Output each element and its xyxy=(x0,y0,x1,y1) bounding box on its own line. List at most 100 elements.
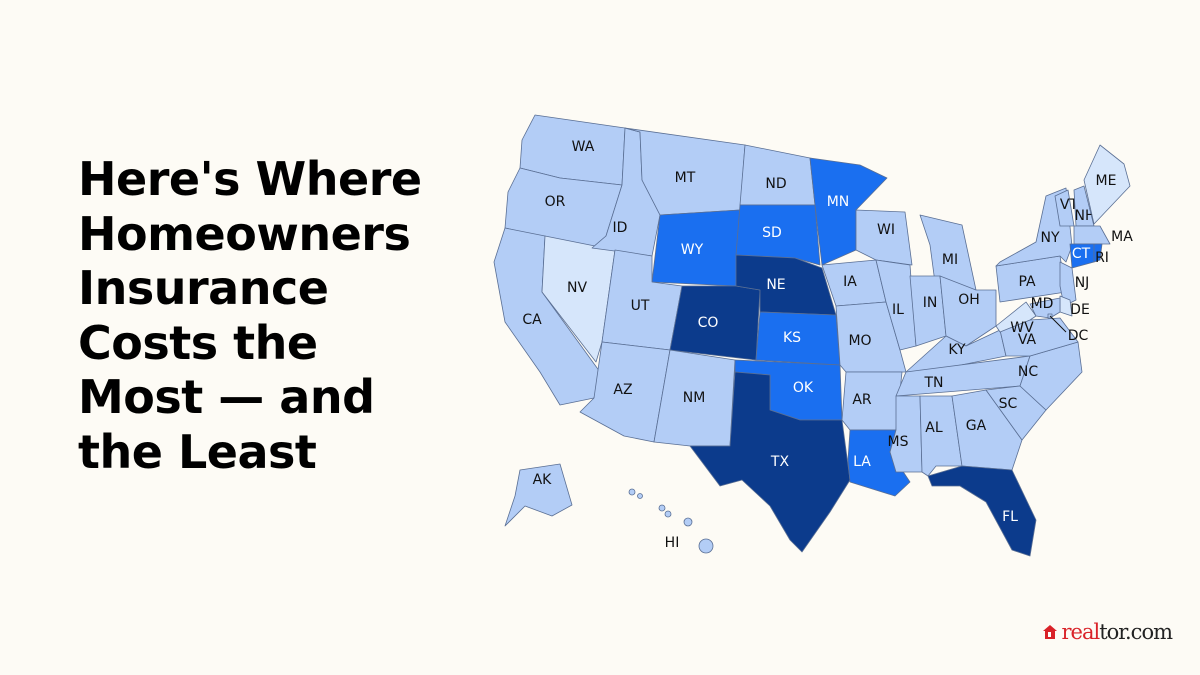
state-label: SD xyxy=(762,225,782,241)
state-md: MD xyxy=(1029,296,1061,319)
realtor-logo: real tor.com xyxy=(1043,620,1173,644)
state-label: KS xyxy=(783,330,801,346)
state-label: MD xyxy=(1031,296,1054,312)
state-label: IA xyxy=(843,274,857,290)
state-shape xyxy=(995,301,1037,333)
state-label: AR xyxy=(852,392,872,408)
state-ri: RI xyxy=(1093,243,1109,266)
state-label: CO xyxy=(698,315,719,331)
headline-line: the Least xyxy=(78,424,317,479)
state-label: VA xyxy=(1018,332,1037,348)
state-ak: AK xyxy=(504,463,573,527)
state-ks: KS xyxy=(755,311,841,366)
state-label: AZ xyxy=(613,382,632,398)
state-label: NE xyxy=(766,277,785,293)
state-label: CT xyxy=(1072,246,1091,262)
state-shape xyxy=(927,465,1037,557)
state-wv: WV xyxy=(995,301,1037,336)
state-label: WY xyxy=(681,242,704,258)
headline-line: Most — and xyxy=(78,370,375,424)
state-shape xyxy=(1093,243,1103,263)
state-shape xyxy=(735,204,821,266)
state-nc: NC xyxy=(1018,341,1083,411)
state-ar: AR xyxy=(841,371,903,431)
logo-text-tor: tor.com xyxy=(1099,620,1173,644)
state-label: MO xyxy=(848,333,871,349)
state-dc: DC xyxy=(1047,313,1089,344)
island-shape xyxy=(637,493,643,499)
state-shape xyxy=(1019,341,1083,411)
leader-line xyxy=(1049,315,1067,333)
state-label: TX xyxy=(770,454,790,470)
state-label: NM xyxy=(683,390,706,406)
headline-line: Costs the xyxy=(78,315,318,370)
state-de: DE xyxy=(1059,295,1090,318)
state-ma: MA xyxy=(1073,225,1133,245)
state-label: MN xyxy=(827,194,850,210)
state-label: DC xyxy=(1068,328,1089,344)
state-shape xyxy=(951,389,1023,471)
state-label: ME xyxy=(1096,173,1117,189)
state-label: DE xyxy=(1070,302,1090,318)
island-shape xyxy=(698,538,714,554)
state-wy: WY xyxy=(651,209,741,287)
state-wi: WI xyxy=(855,209,913,266)
state-mn: MN xyxy=(809,157,888,266)
state-nd: ND xyxy=(739,144,816,206)
state-label: WA xyxy=(572,139,595,155)
state-label: VT xyxy=(1060,197,1079,213)
state-tx: TX xyxy=(689,371,851,553)
state-label: ND xyxy=(765,176,786,192)
state-label: MI xyxy=(942,252,958,268)
state-label: KY xyxy=(948,342,966,358)
state-al: AL xyxy=(919,395,963,477)
state-la: LA xyxy=(847,429,911,497)
state-shape xyxy=(1029,297,1061,319)
island-shape xyxy=(658,504,666,512)
state-nj: NJ xyxy=(1059,261,1090,307)
state-label: IL xyxy=(892,302,904,318)
state-shape xyxy=(875,259,917,351)
state-shape xyxy=(841,371,903,431)
state-label: WV xyxy=(1010,320,1034,336)
island-shape xyxy=(664,510,672,518)
state-label: NY xyxy=(1040,230,1059,246)
state-me: ME xyxy=(1083,144,1131,225)
state-ia: IA xyxy=(821,259,887,307)
island-shape xyxy=(683,517,693,527)
state-label: IN xyxy=(923,295,938,311)
state-mi: MI xyxy=(919,214,977,291)
state-shape xyxy=(1073,225,1111,245)
state-shape xyxy=(689,371,851,553)
state-label: AK xyxy=(533,472,553,488)
state-in: IN xyxy=(909,275,947,347)
state-co: CO xyxy=(669,285,761,361)
state-label: GA xyxy=(966,418,987,434)
headline-line: Homeowners xyxy=(78,206,411,261)
state-label: NV xyxy=(567,280,587,296)
state-nm: NM xyxy=(653,349,736,447)
state-label: NJ xyxy=(1075,275,1090,291)
state-shape xyxy=(669,285,761,361)
island-shape xyxy=(628,488,636,496)
state-label: CA xyxy=(522,312,542,328)
state-label: MA xyxy=(1111,229,1133,245)
state-label: MT xyxy=(675,170,696,186)
state-az: AZ xyxy=(579,341,671,443)
state-label: WI xyxy=(877,222,895,238)
state-shape xyxy=(504,463,573,527)
state-label: ID xyxy=(613,220,628,236)
state-label: OH xyxy=(958,292,980,308)
state-label: TN xyxy=(923,375,943,391)
house-icon xyxy=(1043,625,1058,639)
state-ga: GA xyxy=(951,389,1023,471)
state-shape xyxy=(1083,144,1131,225)
state-il: IL xyxy=(875,259,917,351)
state-shape xyxy=(909,275,947,347)
state-label: NC xyxy=(1018,364,1038,380)
state-ct: CT xyxy=(1069,243,1095,269)
headline: Here's Where Homeowners Insurance Costs … xyxy=(78,152,478,479)
state-va: VA xyxy=(999,317,1079,357)
state-label: MS xyxy=(888,434,909,450)
headline-line: Insurance xyxy=(78,261,329,315)
